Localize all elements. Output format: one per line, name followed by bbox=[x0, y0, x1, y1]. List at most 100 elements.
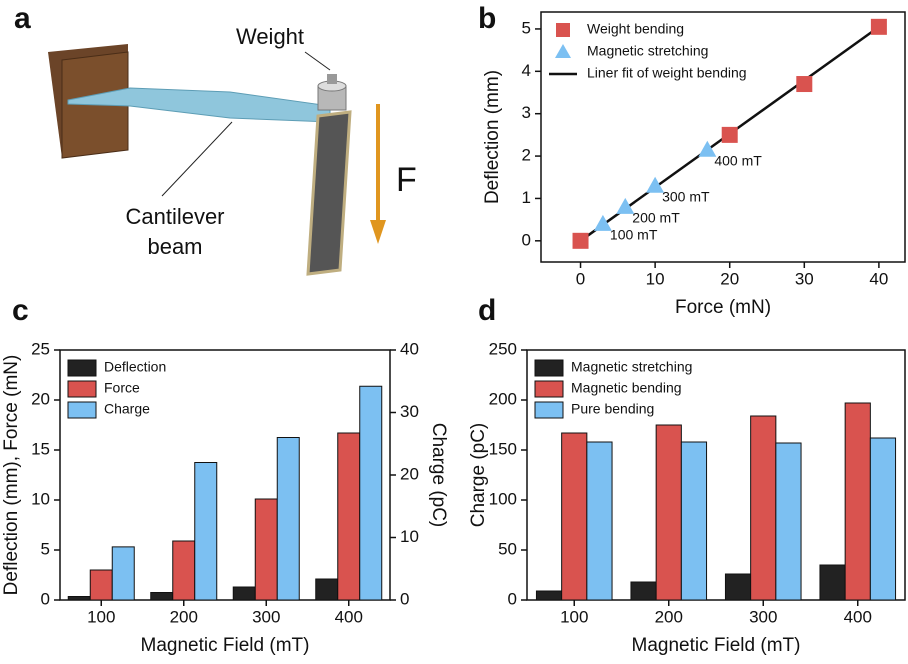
y-tick-label: 0 bbox=[41, 589, 50, 608]
y-tick-label: 4 bbox=[522, 61, 531, 80]
panel-label: c bbox=[12, 294, 29, 327]
legend-label: Pure bending bbox=[571, 401, 654, 417]
legend-label: Force bbox=[104, 380, 140, 396]
bar bbox=[586, 441, 613, 601]
y-tick-label: 25 bbox=[31, 339, 50, 358]
x-axis-label: Force (mN) bbox=[675, 297, 771, 318]
legend-swatch bbox=[67, 380, 97, 398]
marker bbox=[796, 76, 813, 93]
marker bbox=[572, 232, 589, 249]
bar bbox=[111, 546, 135, 601]
bar bbox=[150, 592, 174, 601]
marker bbox=[646, 176, 665, 193]
bar bbox=[869, 437, 897, 601]
bar bbox=[172, 540, 196, 601]
bar bbox=[630, 581, 657, 601]
y2-tick-label: 40 bbox=[400, 339, 419, 358]
legend-marker bbox=[556, 23, 570, 37]
bar bbox=[724, 573, 752, 601]
bar bbox=[775, 442, 802, 601]
y-tick-label: 15 bbox=[31, 439, 50, 458]
y-tick-label: 0 bbox=[508, 589, 517, 608]
bar bbox=[194, 462, 218, 601]
marker bbox=[616, 197, 635, 214]
bar bbox=[254, 498, 278, 601]
bar bbox=[680, 441, 708, 601]
legend-label: Weight bending bbox=[587, 21, 684, 37]
y2-tick-label: 0 bbox=[400, 589, 409, 608]
weight-label: Weight bbox=[236, 24, 304, 49]
legend-label: Liner fit of weight bending bbox=[587, 65, 747, 81]
bar bbox=[655, 424, 682, 601]
panel-label: a bbox=[14, 2, 31, 35]
point-label: 200 mT bbox=[632, 210, 680, 226]
y-tick-label: 1 bbox=[522, 188, 531, 207]
marker bbox=[721, 126, 738, 143]
bar bbox=[89, 569, 113, 601]
x-tick-label: 100 bbox=[87, 607, 115, 626]
x-tick-label: 200 bbox=[655, 607, 683, 626]
y-tick-label: 10 bbox=[31, 489, 50, 508]
x-tick-label: 200 bbox=[170, 607, 198, 626]
y2-tick-label: 30 bbox=[400, 402, 419, 421]
legend-swatch bbox=[534, 359, 564, 377]
axes-frame bbox=[540, 11, 906, 263]
x-tick-label: 10 bbox=[646, 269, 665, 288]
bar bbox=[819, 564, 846, 601]
force-arrowhead bbox=[370, 220, 386, 244]
y-tick-label: 3 bbox=[522, 103, 531, 122]
x-tick-label: 20 bbox=[720, 269, 739, 288]
weight-knob bbox=[327, 74, 337, 84]
panel-label: b bbox=[478, 2, 496, 35]
force-label: F bbox=[396, 161, 417, 199]
plate bbox=[306, 110, 352, 276]
marker bbox=[593, 214, 612, 231]
legend-label: Deflection bbox=[104, 359, 166, 375]
bar bbox=[359, 385, 383, 601]
x-tick-label: 40 bbox=[869, 269, 888, 288]
beam-label: Cantilever bbox=[125, 204, 224, 229]
x-tick-label: 400 bbox=[335, 607, 363, 626]
legend-swatch bbox=[534, 401, 564, 419]
x-axis-label: Magnetic Field (mT) bbox=[141, 635, 310, 656]
y-tick-label: 250 bbox=[489, 339, 517, 358]
bar bbox=[535, 590, 563, 601]
bar bbox=[67, 596, 91, 601]
pointer-line bbox=[161, 121, 233, 197]
illustration: a Weight F Cantilever beam bbox=[14, 2, 417, 276]
y-tick-label: 200 bbox=[489, 389, 517, 408]
x-tick-label: 300 bbox=[749, 607, 777, 626]
y2-tick-label: 20 bbox=[400, 464, 419, 483]
point-label: 400 mT bbox=[714, 152, 762, 168]
y-tick-label: 5 bbox=[522, 18, 531, 37]
x-tick-label: 100 bbox=[560, 607, 588, 626]
y-axis-label: Deflection (mm), Force (mN) bbox=[1, 355, 22, 596]
y2-axis-label: Charge (pC) bbox=[428, 423, 449, 528]
x-tick-label: 0 bbox=[576, 269, 585, 288]
bar bbox=[232, 586, 256, 601]
legend-swatch bbox=[67, 359, 97, 377]
y-tick-label: 2 bbox=[522, 146, 531, 165]
point-label: 100 mT bbox=[610, 227, 658, 243]
marker bbox=[870, 18, 887, 35]
legend-label: Magnetic bending bbox=[571, 380, 682, 396]
y-tick-label: 20 bbox=[31, 389, 50, 408]
y-tick-label: 50 bbox=[498, 539, 517, 558]
pointer-line bbox=[304, 51, 331, 71]
bar bbox=[844, 402, 871, 601]
y-axis-label: Charge (pC) bbox=[468, 423, 489, 528]
x-tick-label: 400 bbox=[844, 607, 872, 626]
bar bbox=[561, 432, 588, 601]
x-axis-label: Magnetic Field (mT) bbox=[632, 635, 801, 656]
bar bbox=[315, 578, 339, 601]
y-axis-label: Deflection (mm) bbox=[482, 70, 503, 204]
legend-swatch bbox=[67, 401, 97, 419]
x-tick-label: 30 bbox=[795, 269, 814, 288]
bar bbox=[337, 432, 361, 601]
y-tick-label: 150 bbox=[489, 439, 517, 458]
legend-label: Magnetic stretching bbox=[587, 43, 708, 59]
beam-label: beam bbox=[147, 234, 202, 259]
y-tick-label: 5 bbox=[41, 539, 50, 558]
panel-label: d bbox=[478, 294, 496, 327]
